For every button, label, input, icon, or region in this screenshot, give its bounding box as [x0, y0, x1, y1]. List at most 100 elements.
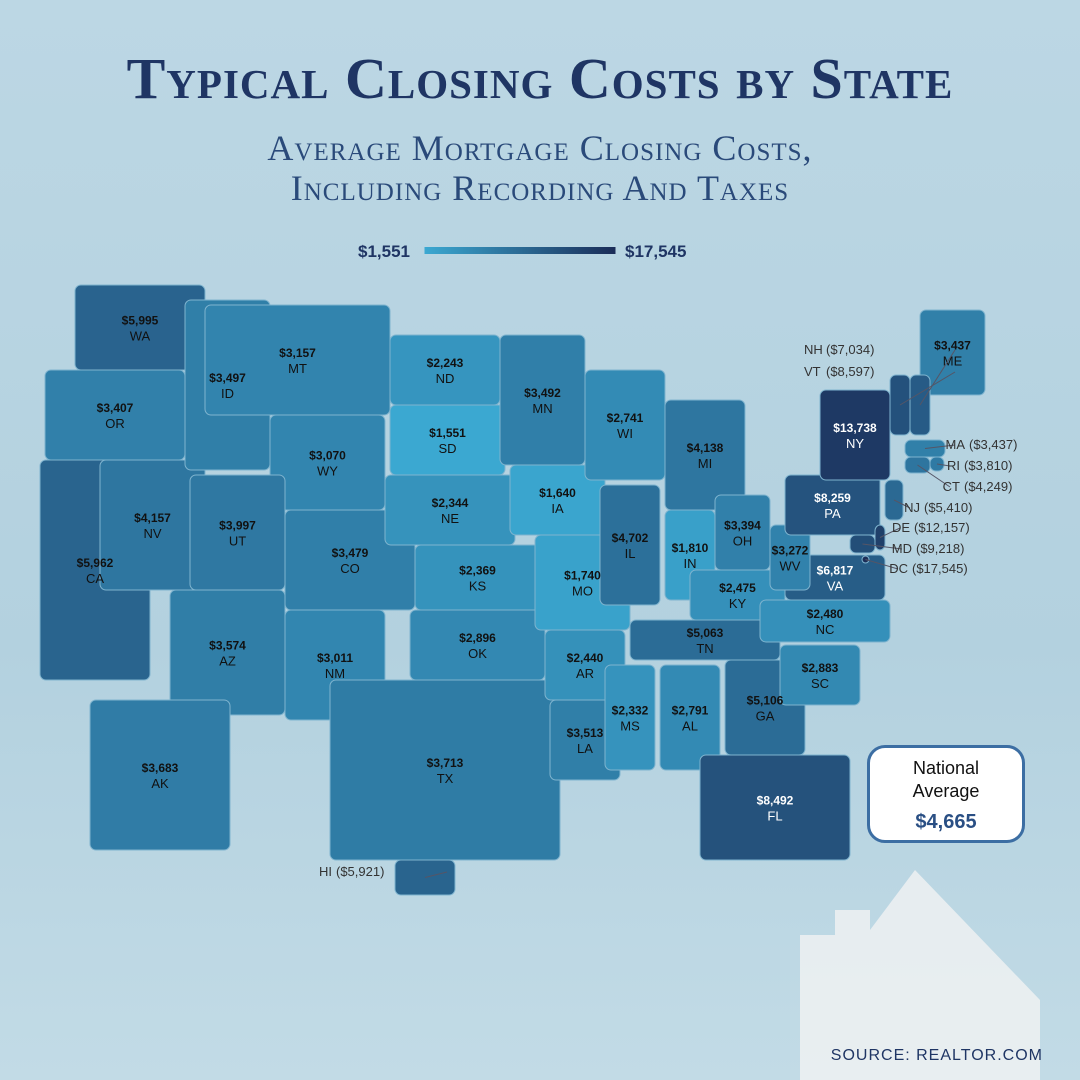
state: [409, 609, 546, 681]
value-label: $3,713: [427, 756, 464, 770]
value-label: ($5,410): [924, 500, 972, 515]
state-label: IA: [551, 501, 564, 516]
value-label: $2,480: [807, 607, 844, 621]
state: [44, 369, 186, 461]
value-label: $2,475: [719, 581, 756, 595]
state-label: NM: [325, 666, 345, 681]
value-label: $3,513: [567, 726, 604, 740]
state: [604, 664, 656, 771]
state-label: MN: [532, 401, 552, 416]
national-average: National Average $4,665: [867, 745, 1025, 843]
state-label: ME: [943, 354, 963, 369]
value-label: $5,063: [687, 626, 724, 640]
value-label: ($9,218): [916, 541, 964, 556]
state-label: NV: [143, 526, 161, 541]
state-label: WI: [617, 426, 633, 441]
value-label: $3,070: [309, 449, 346, 463]
state-label: MA: [946, 437, 966, 452]
state-label: DE: [892, 520, 910, 535]
leader-line: [919, 349, 956, 406]
state: [99, 459, 206, 591]
state-label: GA: [756, 709, 775, 724]
value-label: $3,011: [317, 651, 353, 665]
title: Typical Closing Costs by State: [127, 46, 954, 111]
state-label: NC: [816, 622, 835, 637]
state-label: TX: [437, 771, 454, 786]
state: [89, 699, 231, 851]
value-label: $2,440: [567, 651, 604, 665]
value-label: $6,817: [817, 564, 854, 578]
state-label: OH: [733, 534, 753, 549]
value-label: $5,962: [77, 556, 114, 570]
state: [784, 474, 881, 536]
state-label: OK: [468, 646, 487, 661]
state-label: CT: [943, 479, 960, 494]
national-average-value: $4,665: [915, 811, 977, 833]
state-label: SD: [438, 441, 456, 456]
state: [414, 544, 541, 611]
state: [819, 389, 891, 481]
value-label: ($17,545): [912, 561, 968, 576]
state: [779, 644, 861, 706]
state: [329, 679, 561, 861]
state: [599, 484, 661, 606]
value-label: $2,243: [427, 356, 464, 370]
value-label: $2,791: [672, 704, 709, 718]
value-label: $2,896: [459, 631, 496, 645]
value-label: $3,574: [209, 639, 246, 653]
state-label: VA: [827, 579, 844, 594]
state-label: CA: [86, 571, 104, 586]
leader-line: [924, 444, 956, 449]
legend-bar: [425, 247, 615, 254]
subtitle: Average Mortgage Closing Costs, Including…: [267, 128, 812, 208]
value-label: $1,551: [429, 426, 466, 440]
state: [189, 474, 286, 591]
state: [714, 494, 771, 571]
value-label: $3,407: [97, 401, 134, 415]
value-label: $3,497: [209, 371, 246, 385]
national-average-label: National Average: [912, 758, 980, 801]
value-label: $8,492: [757, 794, 794, 808]
leader-line: [879, 527, 901, 538]
house-silhouette: [800, 870, 1040, 1080]
state-label: IN: [684, 556, 697, 571]
value-label: $2,369: [459, 564, 496, 578]
state-label: ID: [221, 386, 234, 401]
state-label: PA: [824, 506, 841, 521]
state-label: ND: [436, 371, 455, 386]
state-label: MD: [892, 541, 912, 556]
state-label: WY: [317, 464, 338, 479]
state-label: NY: [846, 436, 864, 451]
value-label: $3,272: [772, 544, 809, 558]
value-label: $3,492: [524, 386, 561, 400]
value-label: $3,479: [332, 546, 369, 560]
value-label: ($4,249): [964, 479, 1012, 494]
leader-line: [424, 871, 448, 878]
value-label: $5,995: [122, 314, 159, 328]
state-label: MO: [572, 584, 593, 599]
state-label: IL: [625, 546, 636, 561]
value-label: $1,640: [539, 486, 576, 500]
state-label: NH: [804, 342, 823, 357]
value-label: $3,394: [724, 519, 761, 533]
value-label: ($5,921): [336, 864, 384, 879]
state: [659, 664, 721, 771]
value-label: $13,738: [833, 421, 877, 435]
state: [664, 399, 746, 511]
state-label: VT: [804, 364, 821, 379]
state: [584, 369, 666, 481]
value-label: $1,740: [564, 569, 601, 583]
state-label: AL: [682, 719, 698, 734]
legend-max-label: $17,545: [625, 242, 686, 261]
state-label: KY: [729, 596, 747, 611]
state-label: WV: [780, 559, 801, 574]
value-label: $5,106: [747, 694, 784, 708]
legend-min-label: $1,551: [358, 242, 410, 261]
state-label: SC: [811, 676, 829, 691]
state-label: AR: [576, 666, 594, 681]
state-label: LA: [577, 741, 593, 756]
value-label: $8,259: [814, 491, 851, 505]
source: SOURCE: REALTOR.COM: [831, 1047, 1043, 1064]
value-label: $3,437: [934, 339, 971, 353]
